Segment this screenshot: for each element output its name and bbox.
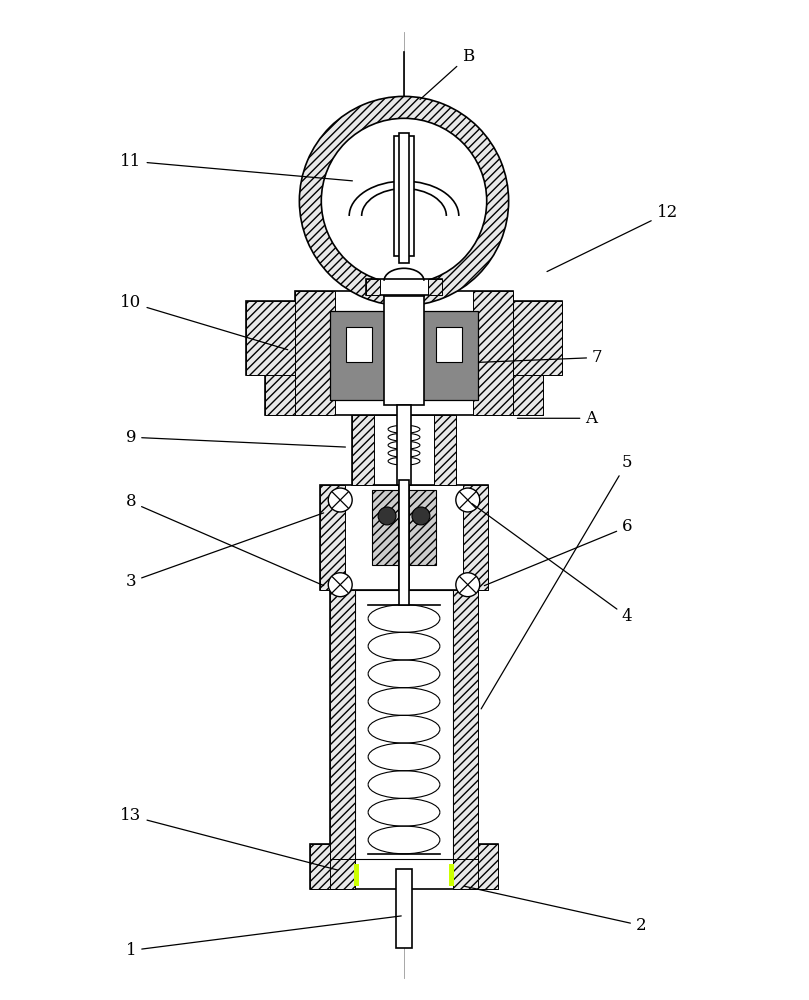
Bar bbox=[468, 844, 498, 889]
Bar bbox=[265, 375, 295, 415]
Circle shape bbox=[321, 118, 487, 284]
Text: B: B bbox=[420, 48, 474, 100]
Bar bbox=[330, 859, 355, 889]
Text: 7: 7 bbox=[479, 349, 603, 366]
Bar bbox=[295, 291, 513, 415]
Bar bbox=[320, 485, 345, 590]
Bar bbox=[394, 136, 414, 256]
Bar bbox=[397, 405, 411, 485]
Bar bbox=[352, 415, 455, 485]
Bar bbox=[265, 375, 295, 415]
Wedge shape bbox=[299, 96, 509, 306]
Bar bbox=[372, 490, 436, 565]
Circle shape bbox=[412, 507, 430, 525]
Circle shape bbox=[455, 573, 480, 597]
Circle shape bbox=[378, 507, 396, 525]
Text: 4: 4 bbox=[472, 504, 633, 625]
Bar bbox=[463, 485, 488, 590]
Bar bbox=[355, 590, 453, 859]
Text: 6: 6 bbox=[485, 518, 633, 586]
Circle shape bbox=[455, 488, 480, 512]
Bar bbox=[434, 415, 455, 485]
Bar bbox=[436, 327, 462, 362]
Text: 12: 12 bbox=[547, 204, 678, 272]
Bar bbox=[384, 278, 424, 296]
Bar bbox=[320, 485, 488, 590]
Bar bbox=[513, 375, 543, 415]
Bar bbox=[246, 301, 295, 375]
Bar bbox=[246, 301, 295, 375]
Text: 11: 11 bbox=[121, 153, 353, 181]
Bar bbox=[295, 291, 335, 415]
Bar bbox=[472, 291, 513, 415]
Bar bbox=[352, 415, 374, 485]
Bar bbox=[330, 859, 478, 889]
Bar bbox=[399, 480, 409, 590]
Bar bbox=[399, 480, 409, 605]
Bar bbox=[396, 869, 412, 948]
Bar bbox=[366, 279, 442, 295]
Text: 1: 1 bbox=[125, 916, 401, 959]
Bar bbox=[420, 311, 478, 400]
Bar bbox=[399, 133, 409, 263]
Bar bbox=[468, 844, 498, 889]
Bar bbox=[366, 279, 380, 295]
Text: 3: 3 bbox=[125, 513, 324, 590]
Text: 13: 13 bbox=[121, 807, 337, 870]
Bar bbox=[453, 859, 478, 889]
Bar bbox=[428, 279, 442, 295]
Circle shape bbox=[328, 573, 352, 597]
Bar bbox=[346, 327, 372, 362]
Bar bbox=[354, 864, 359, 886]
Bar bbox=[330, 590, 355, 859]
Bar bbox=[453, 590, 478, 859]
Bar bbox=[449, 864, 454, 886]
Text: 10: 10 bbox=[121, 294, 288, 350]
Bar bbox=[513, 301, 562, 375]
Bar bbox=[330, 590, 478, 859]
Text: 2: 2 bbox=[464, 886, 646, 934]
Bar bbox=[513, 375, 543, 415]
Bar bbox=[330, 311, 388, 400]
Bar bbox=[311, 844, 341, 889]
Bar bbox=[311, 844, 341, 889]
Text: 9: 9 bbox=[125, 429, 345, 447]
Bar bbox=[384, 291, 424, 405]
Text: 5: 5 bbox=[481, 454, 633, 709]
Text: 8: 8 bbox=[125, 493, 324, 586]
Text: A: A bbox=[518, 410, 597, 427]
Bar bbox=[513, 301, 562, 375]
Circle shape bbox=[328, 488, 352, 512]
